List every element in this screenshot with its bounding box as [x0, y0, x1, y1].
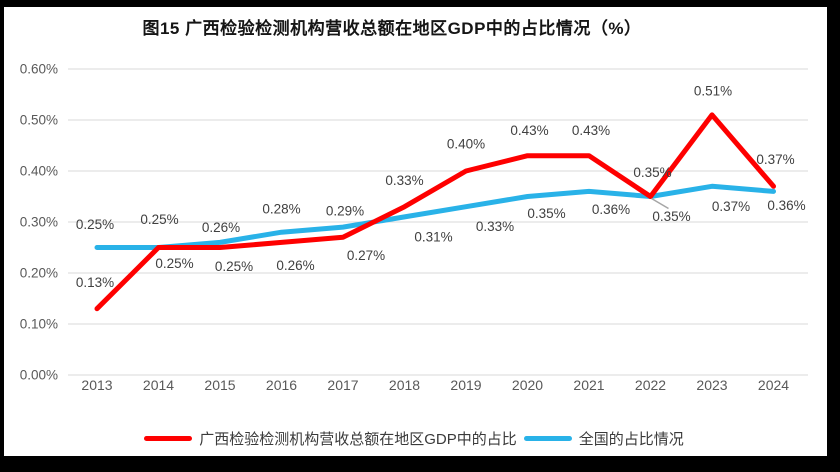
legend-label-guangxi: 广西检验检测机构营收总额在地区GDP中的占比 [199, 430, 517, 448]
data-label: 0.33% [385, 173, 423, 188]
x-tick-label: 2017 [327, 377, 358, 393]
data-label: 0.37% [756, 152, 794, 167]
data-label: 0.26% [276, 258, 314, 273]
data-label: 0.29% [326, 204, 364, 219]
chart-title: 图15 广西检验检测机构营收总额在地区GDP中的占比情况（%） [142, 19, 642, 38]
data-label: 0.33% [476, 219, 514, 234]
x-tick-label: 2015 [204, 377, 235, 393]
y-tick-label: 0.10% [20, 317, 58, 332]
x-tick-label: 2018 [389, 377, 420, 393]
data-label: 0.28% [262, 202, 300, 217]
series-line-guangxi [94, 112, 776, 312]
data-label: 0.25% [215, 259, 253, 274]
data-label: 0.31% [414, 229, 452, 244]
x-tick-label: 2014 [143, 377, 174, 393]
data-label: 0.37% [712, 199, 750, 214]
legend-swatch-national [523, 435, 572, 441]
data-label: 0.25% [76, 217, 114, 232]
legend-label-national: 全国的占比情况 [578, 430, 684, 448]
data-label: 0.13% [76, 275, 114, 290]
y-tick-label: 0.30% [20, 215, 58, 230]
data-label: 0.36% [767, 198, 805, 213]
data-label: 0.51% [694, 83, 732, 98]
data-label: 0.27% [347, 248, 385, 263]
data-label: 0.43% [510, 123, 548, 138]
series-line-national [94, 183, 776, 250]
data-label: 0.40% [447, 137, 485, 152]
data-label: 0.43% [572, 123, 610, 138]
x-tick-label: 2022 [635, 377, 666, 393]
x-tick-label: 2023 [696, 377, 727, 393]
x-tick-label: 2013 [81, 377, 112, 393]
y-tick-label: 0.40% [20, 164, 58, 179]
leader-line [651, 197, 669, 210]
y-tick-label: 0.20% [20, 266, 58, 281]
y-tick-label: 0.00% [20, 368, 58, 383]
x-tick-label: 2024 [758, 377, 789, 393]
chart-legend: 广西检验检测机构营收总额在地区GDP中的占比 全国的占比情况 [0, 427, 828, 449]
y-tick-label: 0.50% [20, 113, 58, 128]
data-label: 0.36% [592, 202, 630, 217]
data-label: 0.25% [155, 256, 193, 271]
x-tick-label: 2019 [450, 377, 481, 393]
data-label: 0.35% [633, 165, 671, 180]
y-tick-label: 0.60% [20, 62, 58, 77]
x-tick-label: 2020 [512, 377, 543, 393]
x-tick-label: 2021 [573, 377, 604, 393]
x-tick-label: 2016 [266, 377, 297, 393]
legend-swatch-guangxi [144, 435, 193, 441]
legend-item-national: 全国的占比情况 [523, 428, 684, 449]
data-label: 0.26% [202, 220, 240, 235]
data-label: 0.35% [652, 209, 690, 224]
legend-item-guangxi: 广西检验检测机构营收总额在地区GDP中的占比 [144, 428, 517, 449]
data-label: 0.25% [140, 212, 178, 227]
data-label: 0.35% [527, 206, 565, 221]
